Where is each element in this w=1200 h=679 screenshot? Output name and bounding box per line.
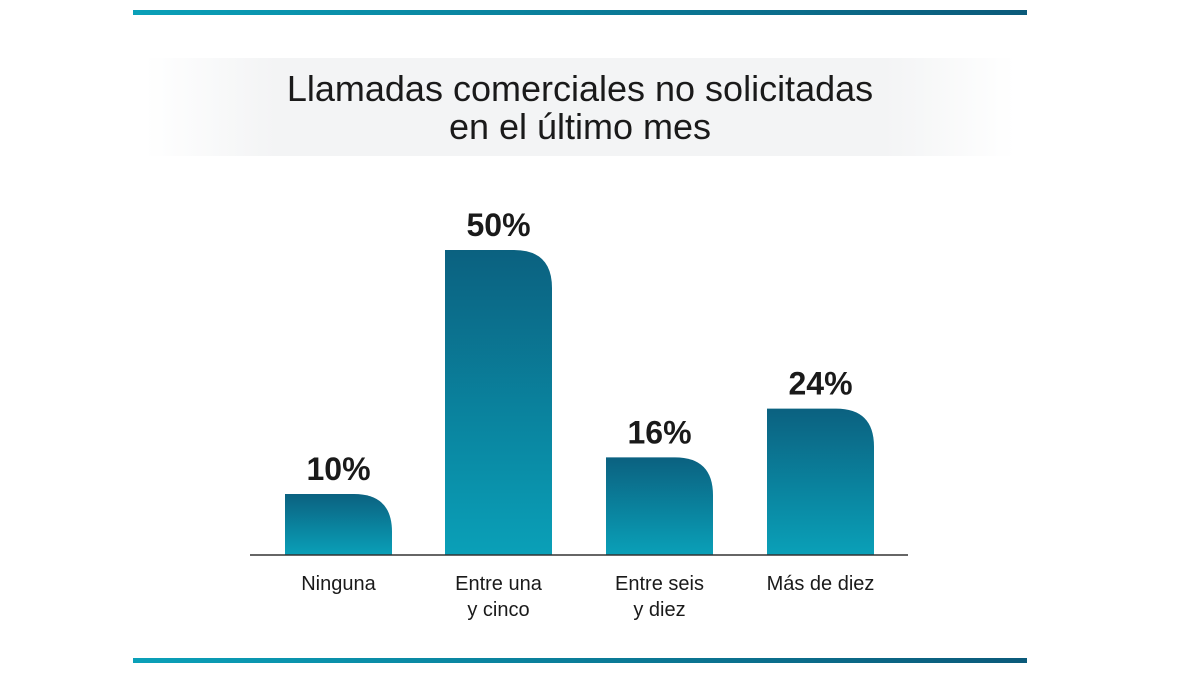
bar-mas-de-diez <box>767 408 874 555</box>
value-label-entre-seis-y-diez: 16% <box>627 414 691 450</box>
bar-entre-una-y-cinco <box>445 250 552 555</box>
chart-title: Llamadas comerciales no solicitadas en e… <box>145 70 1015 146</box>
category-label-entre-una-y-cinco: Entre una y cinco <box>455 573 543 621</box>
chart-title-line-1: Llamadas comerciales no solicitadas <box>286 68 874 109</box>
bar-entre-seis-y-diez <box>606 457 713 555</box>
bars-group <box>285 250 874 555</box>
top-rule <box>133 10 1027 15</box>
value-label-ninguna: 10% <box>306 451 370 487</box>
bar-ninguna <box>285 494 392 555</box>
bottom-rule <box>133 658 1027 663</box>
value-label-entre-una-y-cinco: 50% <box>466 207 530 243</box>
labels-group: 10% Ninguna 50% Entre una y cinco 16% Entre se… <box>301 207 874 621</box>
category-label-entre-seis-y-diez: Entre seis y diez <box>615 573 704 621</box>
chart-title-line-2: en el último mes <box>448 106 712 147</box>
category-label-mas-de-diez: Más de diez <box>767 573 875 595</box>
category-label-ninguna: Ninguna <box>301 573 376 595</box>
value-label-mas-de-diez: 24% <box>788 366 852 402</box>
title-band <box>145 58 1015 156</box>
